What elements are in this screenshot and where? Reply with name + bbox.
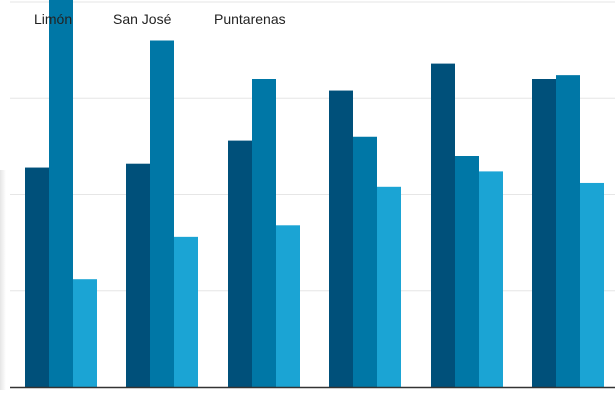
bar-3-6 (580, 182, 604, 387)
bar-3-3 (276, 225, 300, 387)
left-edge-shadow (0, 170, 6, 390)
bar-2-4 (353, 136, 377, 387)
bar-1-6 (532, 79, 556, 387)
bar-1-2 (126, 163, 150, 387)
legend-item-3: Puntarenas (214, 11, 286, 27)
bar-2-1 (49, 0, 73, 387)
bars (25, 0, 604, 388)
gridlines (10, 1, 615, 292)
bar-2-2 (150, 40, 174, 387)
bar-1-5 (431, 63, 455, 387)
bar-1-4 (329, 90, 353, 388)
bar-2-3 (252, 79, 276, 387)
legend: Limón San José Puntarenas (34, 11, 286, 27)
bar-1-3 (228, 140, 252, 387)
bar-3-1 (73, 279, 97, 387)
legend-item-1: Limón (34, 11, 72, 27)
bar-3-4 (377, 186, 401, 387)
bar-2-6 (556, 75, 580, 388)
legend-item-2: San José (113, 11, 172, 27)
bar-1-1 (25, 167, 49, 387)
bar-3-5 (479, 171, 503, 387)
bar-3-2 (174, 236, 198, 387)
bar-2-5 (455, 156, 479, 387)
